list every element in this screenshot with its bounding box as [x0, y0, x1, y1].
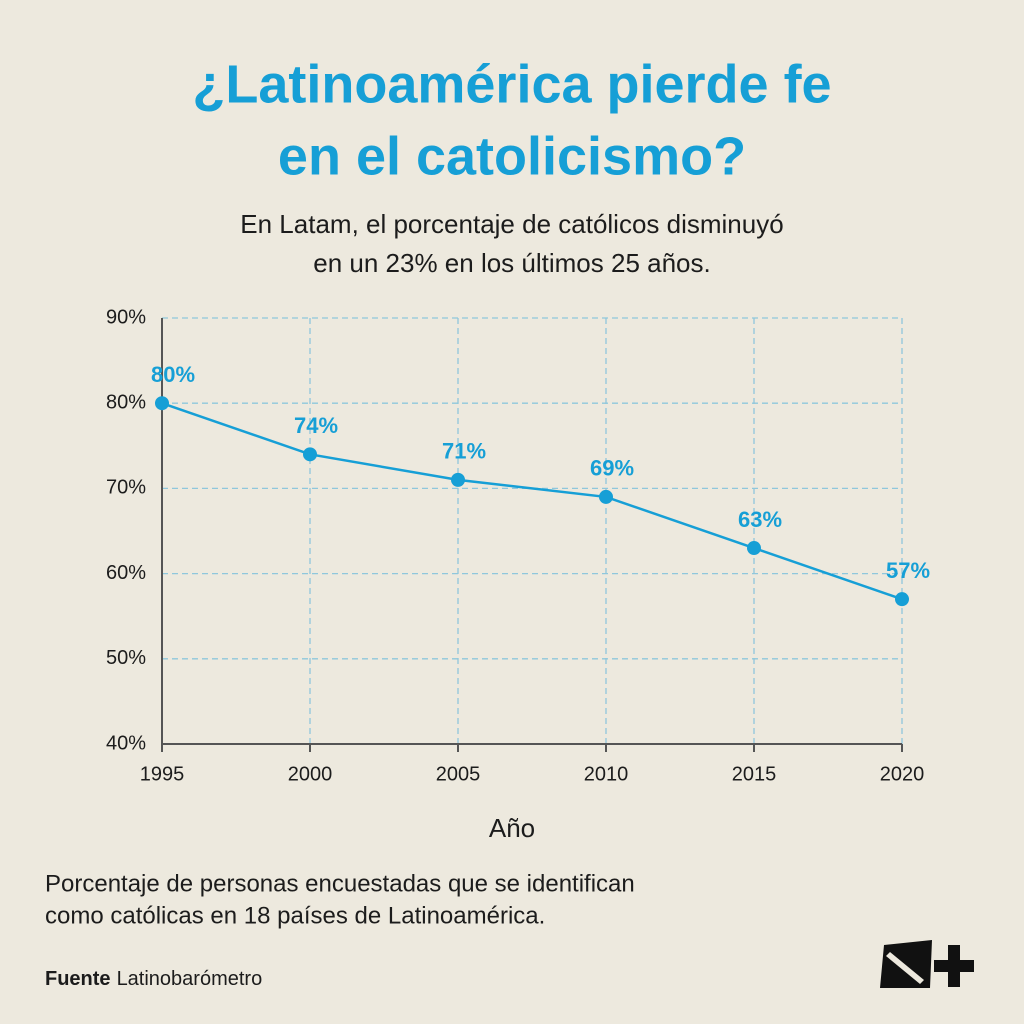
- point: [599, 489, 613, 504]
- x-tick-label: 2005: [436, 763, 481, 785]
- chart-title: ¿Latinoamérica pierde fe: [192, 54, 831, 114]
- point: [451, 472, 465, 487]
- point: [747, 541, 761, 556]
- value-label: 63%: [738, 507, 782, 532]
- y-tick-label: 60%: [106, 562, 146, 584]
- y-tick-label: 40%: [106, 732, 146, 754]
- line: [161, 402, 903, 601]
- point: [895, 592, 909, 607]
- value-label: 57%: [886, 558, 930, 583]
- subtitle: En Latam, el porcentaje de católicos dis…: [240, 209, 783, 239]
- value-label: 69%: [590, 456, 634, 481]
- y-tick-label: 50%: [106, 647, 146, 669]
- x-tick-label: 2020: [880, 763, 925, 785]
- value-label: 71%: [442, 439, 486, 464]
- note: como católicas en 18 países de Latinoamé…: [45, 902, 545, 929]
- x-tick-label: 2015: [732, 763, 777, 785]
- x-tick-label: 2010: [584, 763, 629, 785]
- subtitle: en un 23% en los últimos 25 años.: [313, 248, 710, 278]
- y-tick-label: 70%: [106, 477, 146, 499]
- value-label: 80%: [151, 362, 195, 387]
- y-tick-label: 90%: [106, 306, 146, 328]
- logo: [880, 940, 974, 988]
- source-name: Latinobarómetro: [117, 968, 263, 990]
- y-tick-label: 80%: [106, 391, 146, 413]
- x-tick-label: 1995: [140, 763, 185, 785]
- point: [155, 396, 169, 411]
- point: [303, 447, 317, 462]
- source: Fuente Latinobarómetro: [45, 968, 262, 990]
- value-label: 74%: [294, 413, 338, 438]
- source-label: Fuente: [45, 968, 111, 990]
- x-axis-label: Año: [489, 813, 535, 843]
- note: Porcentaje de personas encuestadas que s…: [45, 870, 635, 897]
- chart-title: en el catolicismo?: [278, 126, 746, 186]
- x-tick-label: 2000: [288, 763, 333, 785]
